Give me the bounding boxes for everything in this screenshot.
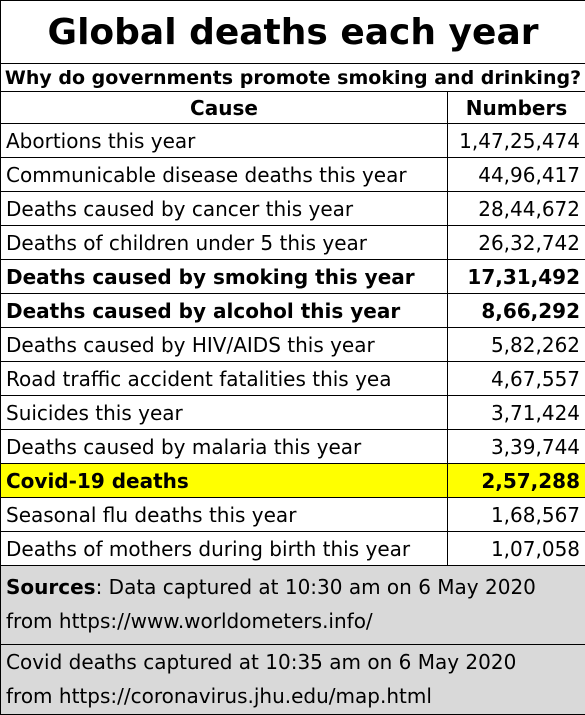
cause-cell: Deaths of children under 5 this year: [1, 226, 448, 260]
column-header-cause: Cause: [1, 92, 448, 124]
sources-line1: : Data captured at 10:30 am on 6 May 202…: [96, 575, 536, 599]
number-cell: 8,66,292: [448, 294, 585, 328]
table-row: Road traffic accident fatalities this ye…: [1, 362, 585, 396]
cause-cell: Road traffic accident fatalities this ye…: [1, 362, 448, 396]
number-cell: 3,39,744: [448, 430, 585, 464]
number-cell: 5,82,262: [448, 328, 585, 362]
sources-row: Sources: Data captured at 10:30 am on 6 …: [1, 566, 585, 645]
sources-line2: from https://www.worldometers.info/: [6, 609, 373, 633]
page-subtitle: Why do governments promote smoking and d…: [1, 64, 585, 92]
cause-cell: Suicides this year: [1, 396, 448, 430]
number-cell: 1,47,25,474: [448, 124, 585, 158]
sources-note: Sources: Data captured at 10:30 am on 6 …: [1, 566, 585, 645]
number-cell: 1,07,058: [448, 532, 585, 566]
number-cell: 28,44,672: [448, 192, 585, 226]
number-cell: 17,31,492: [448, 260, 585, 294]
cause-cell: Abortions this year: [1, 124, 448, 158]
title-row: Global deaths each year: [1, 1, 585, 64]
number-cell: 3,71,424: [448, 396, 585, 430]
header-row: Cause Numbers: [1, 92, 585, 124]
table-row: Deaths of mothers during birth this year…: [1, 532, 585, 566]
cause-cell: Deaths of mothers during birth this year: [1, 532, 448, 566]
cause-cell: Covid-19 deaths: [1, 464, 448, 498]
number-cell: 1,68,567: [448, 498, 585, 532]
number-cell: 4,67,557: [448, 362, 585, 396]
number-cell: 26,32,742: [448, 226, 585, 260]
cause-cell: Communicable disease deaths this year: [1, 158, 448, 192]
number-cell: 2,57,288: [448, 464, 585, 498]
subtitle-row: Why do governments promote smoking and d…: [1, 64, 585, 92]
covid-source-line2: from https://coronavirus.jhu.edu/map.htm…: [6, 684, 432, 708]
page-title: Global deaths each year: [1, 1, 585, 64]
sources-label: Sources: [6, 575, 96, 599]
cause-cell: Deaths caused by alcohol this year: [1, 294, 448, 328]
covid-source-line1: Covid deaths captured at 10:35 am on 6 M…: [6, 650, 516, 674]
cause-cell: Seasonal flu deaths this year: [1, 498, 448, 532]
cause-cell: Deaths caused by smoking this year: [1, 260, 448, 294]
number-cell: 44,96,417: [448, 158, 585, 192]
covid-sources-note: Covid deaths captured at 10:35 am on 6 M…: [1, 645, 585, 715]
cause-cell: Deaths caused by malaria this year: [1, 430, 448, 464]
cause-cell: Deaths caused by cancer this year: [1, 192, 448, 226]
cause-cell: Deaths caused by HIV/AIDS this year: [1, 328, 448, 362]
covid-source-row: Covid deaths captured at 10:35 am on 6 M…: [1, 645, 585, 715]
column-header-numbers: Numbers: [448, 92, 585, 124]
